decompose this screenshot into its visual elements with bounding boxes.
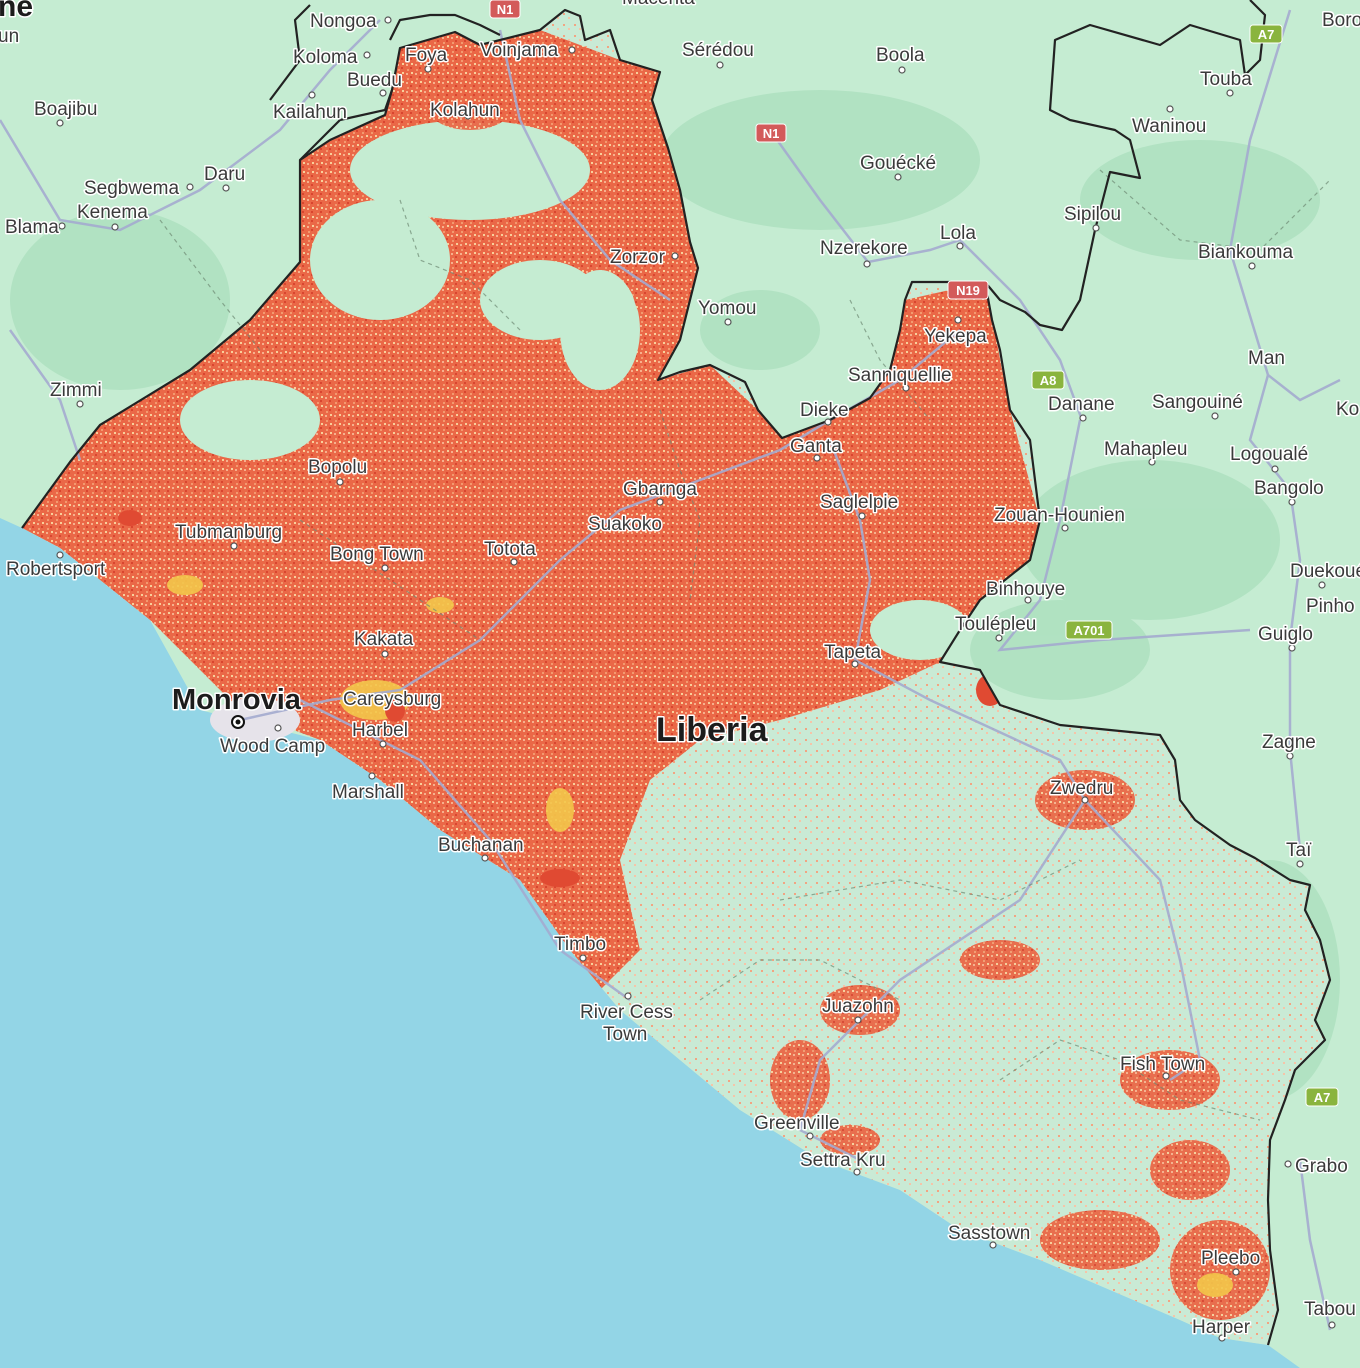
place-label: Yekepa bbox=[924, 326, 987, 347]
place-label: Nongoa bbox=[310, 11, 377, 32]
place-label: Segbwema bbox=[84, 178, 179, 199]
svg-text:N1: N1 bbox=[497, 2, 514, 17]
place-label: Zouan-Hounien bbox=[994, 505, 1125, 526]
road-sign-a701: A701 bbox=[1065, 620, 1113, 640]
map-labels: Liberia Monrovia Nongoa Koloma Foya Voin… bbox=[0, 0, 1360, 1340]
edge-label: Macenta bbox=[622, 0, 695, 9]
place-label: Zagne bbox=[1262, 732, 1316, 753]
road-sign-a8: A8 bbox=[1031, 370, 1065, 390]
place-label: Ganta bbox=[790, 436, 842, 457]
place-label: Harper bbox=[1192, 1317, 1251, 1338]
place-label: Saglelpie bbox=[820, 492, 898, 513]
place-label: Duekoué bbox=[1290, 561, 1360, 582]
place-label: Koloma bbox=[293, 47, 358, 68]
place-label: Boajibu bbox=[34, 99, 97, 120]
place-label: Kolahun bbox=[430, 100, 500, 121]
edge-label: ne bbox=[0, 0, 33, 23]
place-label: Juazohn bbox=[822, 996, 894, 1017]
road-sign-a7-north: A7 bbox=[1249, 24, 1283, 44]
svg-text:A701: A701 bbox=[1073, 623, 1104, 638]
place-label: Mahapleu bbox=[1104, 439, 1187, 460]
place-label: Guiglo bbox=[1258, 624, 1313, 645]
place-label: Toulépleu bbox=[955, 614, 1036, 635]
place-label: Sasstown bbox=[948, 1223, 1030, 1244]
place-label: Danane bbox=[1048, 394, 1115, 415]
place-label: Touba bbox=[1200, 69, 1252, 90]
place-label: Suakoko bbox=[588, 514, 662, 535]
place-label: Careysburg bbox=[343, 689, 441, 710]
place-label: Timbo bbox=[554, 934, 606, 955]
place-label: Tabou bbox=[1304, 1299, 1356, 1320]
place-label: Sangouiné bbox=[1152, 392, 1243, 413]
place-label: Wood Camp bbox=[220, 736, 325, 757]
place-label: Zwedru bbox=[1050, 778, 1113, 799]
place-markers bbox=[56, 16, 1336, 1342]
place-label: Man bbox=[1248, 348, 1285, 369]
place-label: Zimmi bbox=[50, 380, 102, 401]
place-label: Pleebo bbox=[1201, 1248, 1260, 1269]
svg-text:A7: A7 bbox=[1314, 1090, 1331, 1105]
place-label: Boola bbox=[876, 45, 925, 66]
place-label: River Cess bbox=[580, 1002, 673, 1023]
country-borders bbox=[21, 0, 1332, 1346]
svg-text:A7: A7 bbox=[1258, 27, 1275, 42]
place-label: Yomou bbox=[698, 298, 756, 319]
place-label: Zorzor bbox=[610, 247, 666, 268]
place-label: Fish Town bbox=[1120, 1054, 1205, 1075]
place-label: Greenville bbox=[754, 1113, 840, 1134]
edge-label: un bbox=[0, 26, 19, 47]
minor-boundaries bbox=[159, 169, 1331, 1121]
place-label: Totota bbox=[484, 539, 536, 560]
place-label: Lola bbox=[940, 223, 976, 244]
edge-label: Ko bbox=[1336, 399, 1359, 420]
place-label: Kailahun bbox=[273, 102, 347, 123]
place-label: Sipilou bbox=[1064, 204, 1121, 225]
svg-text:A8: A8 bbox=[1040, 373, 1057, 388]
edge-label: Boro bbox=[1322, 10, 1360, 31]
place-label: Foya bbox=[405, 45, 448, 66]
place-label: Bopolu bbox=[308, 457, 367, 478]
place-label: Dieke bbox=[800, 400, 849, 421]
svg-text:N19: N19 bbox=[956, 283, 980, 298]
place-label: Voinjama bbox=[480, 40, 559, 61]
place-label: Tubmanburg bbox=[175, 522, 282, 543]
road-signs: N1 N1 N19 A7 A8 A701 A7 bbox=[489, 0, 1339, 1107]
place-label: Buchanan bbox=[438, 835, 524, 856]
place-label: Tapeta bbox=[824, 642, 881, 663]
road-sign-n19: N19 bbox=[947, 280, 989, 300]
place-label: Blama bbox=[5, 217, 59, 238]
place-label: Daru bbox=[204, 164, 245, 185]
edge-label: Pinho bbox=[1306, 596, 1355, 617]
place-label: Grabo bbox=[1295, 1156, 1348, 1177]
place-label: Sanniquellie bbox=[848, 365, 952, 386]
road-sign-a7-south: A7 bbox=[1305, 1087, 1339, 1107]
place-label: Sérédou bbox=[682, 40, 754, 61]
svg-text:N1: N1 bbox=[763, 126, 780, 141]
place-label: Taï bbox=[1286, 840, 1312, 861]
population-density-layer bbox=[22, 10, 1330, 1345]
capital-label: Monrovia bbox=[172, 684, 302, 716]
country-label: Liberia bbox=[656, 711, 769, 749]
place-label: Town bbox=[603, 1024, 647, 1045]
place-label: Robertsport bbox=[6, 559, 106, 580]
place-label: Gouécké bbox=[860, 153, 936, 174]
place-label: Kenema bbox=[77, 202, 148, 223]
road-sign-n1-north: N1 bbox=[489, 0, 521, 19]
road-sign-n1: N1 bbox=[755, 123, 787, 143]
place-label: Buedu bbox=[347, 70, 402, 91]
capital-marker bbox=[231, 715, 245, 729]
place-label: Biankouma bbox=[1198, 242, 1293, 263]
place-label: Gbarnga bbox=[623, 479, 697, 500]
place-label: Marshall bbox=[332, 782, 404, 803]
place-label: Harbel bbox=[352, 720, 408, 741]
place-label: Bangolo bbox=[1254, 478, 1324, 499]
place-label: Binhouye bbox=[986, 579, 1065, 600]
place-label: Bong Town bbox=[330, 544, 424, 565]
place-label: Nzerekore bbox=[820, 238, 908, 259]
place-label: Waninou bbox=[1132, 116, 1206, 137]
place-label: Settra Kru bbox=[800, 1150, 886, 1171]
place-label: Kakata bbox=[354, 629, 414, 650]
place-label: Logoualé bbox=[1230, 444, 1308, 465]
